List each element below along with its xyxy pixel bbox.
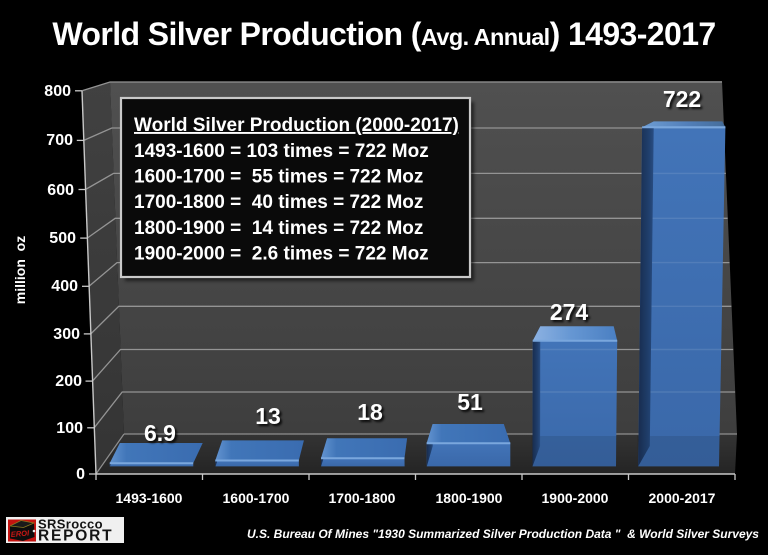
svg-text:EROI: EROI xyxy=(10,528,30,539)
svg-text:700: 700 xyxy=(46,132,73,149)
svg-text:6.9: 6.9 xyxy=(144,420,176,446)
svg-text:1493-1600: 1493-1600 xyxy=(116,490,183,506)
svg-text:274: 274 xyxy=(550,299,589,325)
svg-text:18: 18 xyxy=(357,399,383,425)
svg-text:800: 800 xyxy=(44,83,71,100)
svg-text:1600-1700: 1600-1700 xyxy=(223,490,290,506)
svg-text:722: 722 xyxy=(663,86,701,112)
svg-text:1700-1800 = 40 times = 722 Mo: 1700-1800 = 40 times = 722 Moz xyxy=(134,192,423,213)
svg-text:U.S. Bureau Of Mines "1930 Sum: U.S. Bureau Of Mines "1930 Summarized Si… xyxy=(247,527,759,541)
svg-text:500: 500 xyxy=(49,230,76,247)
svg-text:1900-2000 = 2.6 times = 722 M: 1900-2000 = 2.6 times = 722 Moz xyxy=(134,243,429,264)
svg-text:200: 200 xyxy=(55,373,82,390)
svg-text:1700-1800: 1700-1800 xyxy=(329,490,396,506)
svg-text:100: 100 xyxy=(56,420,83,437)
svg-text:1800-1900 = 14 times = 722 Mo: 1800-1900 = 14 times = 722 Moz xyxy=(134,218,423,239)
svg-text:1800-1900: 1800-1900 xyxy=(436,490,503,506)
svg-text:400: 400 xyxy=(51,278,78,295)
svg-text:51: 51 xyxy=(457,389,483,415)
svg-text:1900-2000: 1900-2000 xyxy=(542,490,609,506)
svg-text:300: 300 xyxy=(53,326,80,343)
svg-text:World Silver Production (2000-: World Silver Production (2000-2017) xyxy=(134,115,459,136)
svg-text:REPORT: REPORT xyxy=(38,528,113,545)
svg-text:million oz: million oz xyxy=(12,236,28,304)
svg-text:SRSrocco: SRSrocco xyxy=(38,517,103,532)
svg-text:1493-1600 = 103 times = 722 Mo: 1493-1600 = 103 times = 722 Moz xyxy=(134,141,429,162)
svg-text:13: 13 xyxy=(255,403,281,429)
svg-text:600: 600 xyxy=(47,182,74,199)
svg-text:0: 0 xyxy=(76,466,85,483)
svg-text:World Silver Production (Avg.: World Silver Production (Avg. Annual) 14… xyxy=(52,16,715,52)
svg-text:1600-1700 = 55 times = 722 Mo: 1600-1700 = 55 times = 722 Moz xyxy=(134,167,423,188)
svg-text:2000-2017: 2000-2017 xyxy=(649,490,716,506)
